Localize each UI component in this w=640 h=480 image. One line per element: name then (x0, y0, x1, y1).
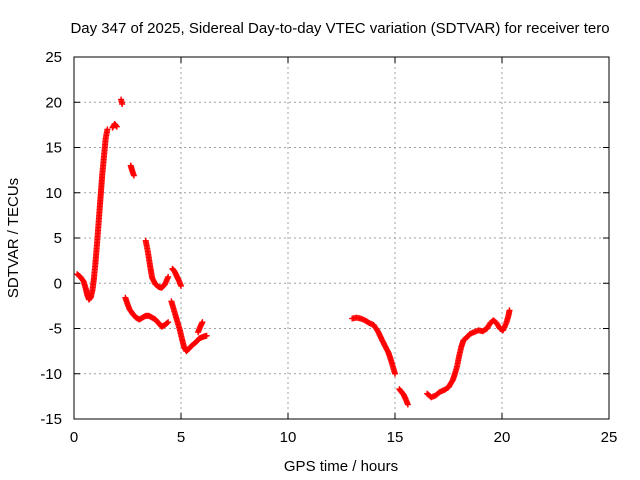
data-point (164, 320, 171, 327)
x-tick-label: 20 (494, 429, 511, 446)
x-axis-label: GPS time / hours (284, 458, 398, 475)
tick-layer: -15 -10 -5 0 5 10 15 20 25 0 5 10 15 20 25 (40, 49, 617, 446)
data-point (178, 282, 184, 289)
y-tick-label: -5 (49, 321, 62, 338)
data-point (203, 332, 210, 339)
data-point (199, 319, 206, 326)
x-tick-label: 5 (177, 429, 185, 446)
data-point (130, 172, 137, 179)
y-tick-label: -10 (40, 366, 62, 383)
y-tick-label: 15 (45, 140, 62, 157)
chart-title: Day 347 of 2025, Sidereal Day-to-day VTE… (70, 20, 609, 37)
x-tick-label: 15 (387, 429, 404, 446)
data-point (165, 273, 172, 280)
data-points (74, 96, 513, 408)
y-tick-label: 5 (54, 230, 62, 247)
plot-frame (73, 56, 610, 420)
y-tick-label: 10 (45, 185, 62, 202)
data-point (113, 123, 120, 130)
data-point (506, 307, 513, 314)
data-point (113, 122, 120, 129)
data-point (165, 319, 172, 326)
data-point (392, 370, 398, 377)
y-tick-label: -15 (40, 411, 62, 428)
data-point (104, 126, 111, 133)
y-tick-label: 0 (54, 275, 62, 292)
y-tick-label: 20 (45, 94, 62, 111)
data-point (119, 101, 126, 108)
x-tick-label: 25 (601, 429, 618, 446)
y-axis-label: SDTVAR / TECUs (5, 178, 22, 298)
x-tick-label: 10 (280, 429, 297, 446)
data-point (404, 401, 411, 408)
grid-layer (74, 57, 609, 419)
y-tick-label: 25 (45, 49, 62, 66)
x-tick-label: 0 (70, 429, 78, 446)
